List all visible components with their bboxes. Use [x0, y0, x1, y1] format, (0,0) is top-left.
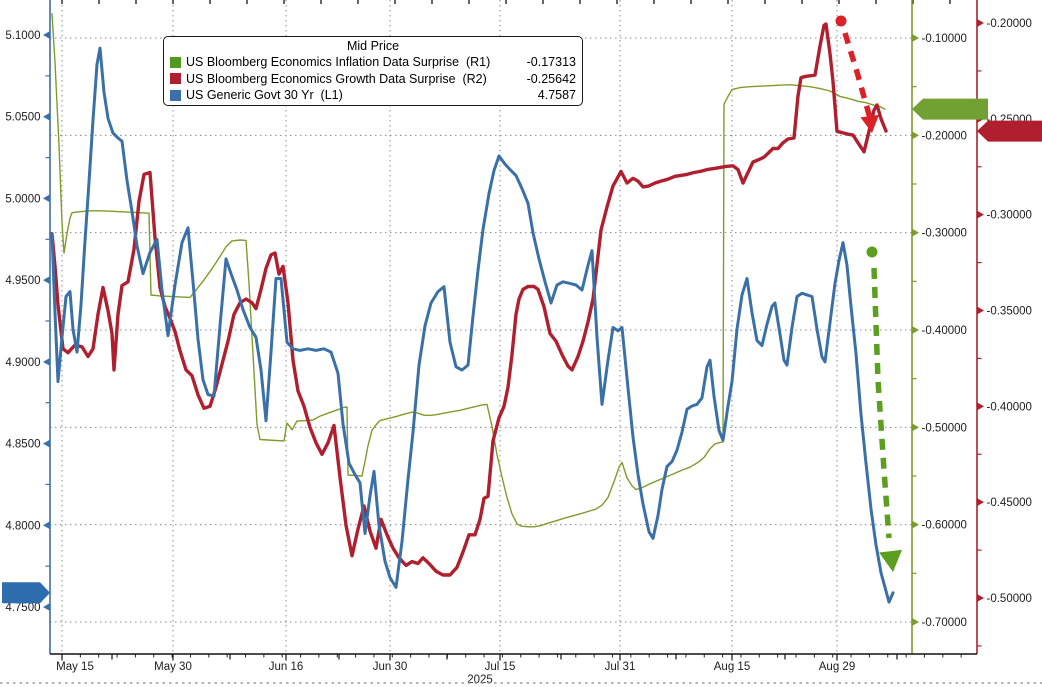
r2-tick-arrow: [977, 19, 984, 27]
series-line-r1: [51, 13, 886, 528]
l1-tick-label: 4.9000: [5, 357, 40, 369]
x-axis-date-label: Jun 16: [269, 661, 304, 673]
legend-value: 4.7587: [537, 88, 576, 102]
growth-series-swatch-icon: [170, 73, 181, 85]
r1-tick-arrow: [912, 423, 919, 432]
r1-tick-label: -0.10000: [922, 33, 967, 45]
legend-label: US Bloomberg Economics Inflation Data Su…: [186, 55, 491, 69]
r1-tick-arrow: [912, 34, 919, 42]
inflation-drop-arrow-head-icon: [879, 549, 903, 572]
l1-tick-arrow: [43, 603, 50, 612]
inflation-drop-arrow-dot: [866, 246, 878, 258]
l1-tick-label: 4.7500: [5, 602, 40, 614]
legend-label: US Generic Govt 30 Yr (L1): [186, 88, 343, 102]
x-axis-date-label: Jul 31: [605, 661, 636, 673]
r1-tick-arrow: [912, 325, 919, 334]
series-line-l1: [50, 46, 895, 604]
l1-tick-label: 5.0000: [5, 193, 40, 205]
x-axis-date-label: Jun 30: [373, 661, 408, 673]
l1-tick-arrow: [43, 521, 50, 530]
r2-tick-arrow: [977, 210, 984, 219]
l1-tick-arrow: [43, 194, 50, 203]
r2-tick-label: -0.40000: [987, 401, 1032, 413]
growth-drop-arrow-head-icon: [860, 114, 880, 133]
legend-item-30yr: US Generic Govt 30 Yr (L1) 4.7587: [170, 87, 576, 104]
x-axis-date-label: Aug 15: [714, 661, 750, 673]
r1-tick-arrow: [912, 131, 919, 140]
r1-tick-arrow: [912, 228, 919, 237]
inflation-series-swatch-icon: [170, 56, 181, 68]
r1-tick-label: -0.60000: [922, 520, 967, 532]
r2-tick-arrow: [977, 402, 984, 411]
l1-tick-label: 4.8500: [5, 439, 40, 451]
growth-drop-arrow-dot: [835, 15, 847, 27]
growth-drop-arrow: [842, 32, 873, 119]
r1-tick-label: -0.40000: [922, 325, 967, 337]
r2-tick-arrow: [977, 594, 984, 603]
r1-tick-label: -0.30000: [922, 228, 967, 240]
r2-tick-label: -0.50000: [987, 593, 1032, 605]
l1-tick-label: 5.1000: [5, 30, 40, 42]
r1-tick-label: -0.70000: [922, 617, 967, 629]
r1-tick-arrow: [912, 617, 919, 626]
l1-tick-label: 4.9500: [5, 275, 40, 287]
inflation-drop-arrow: [871, 267, 892, 539]
r1-tick-arrow: [912, 520, 919, 529]
r2-tick-label: -0.45000: [987, 497, 1032, 509]
chart-legend: Mid Price US Bloomberg Economics Inflati…: [163, 36, 583, 106]
r2-tick-label: -0.20000: [987, 18, 1032, 30]
x-axis-year-label: 2025: [467, 674, 493, 686]
legend-value: -0.17313: [526, 55, 576, 69]
l1-tick-label: 4.8000: [5, 520, 40, 532]
l1-tick-label: 5.0500: [5, 112, 40, 124]
x-axis-date-label: Aug 29: [819, 661, 855, 673]
last-value-badge-inflation: [912, 98, 988, 120]
l1-tick-arrow: [43, 357, 50, 366]
legend-label: US Bloomberg Economics Growth Data Surpr…: [186, 71, 487, 86]
l1-tick-arrow: [43, 112, 50, 121]
legend-value: -0.25642: [526, 71, 576, 86]
r2-tick-arrow: [977, 306, 984, 315]
l1-tick-arrow: [43, 31, 50, 39]
legend-title: Mid Price: [346, 39, 400, 53]
last-value-badge-growth: [977, 120, 1042, 142]
r2-tick-arrow: [977, 498, 984, 507]
r1-tick-label: -0.20000: [922, 130, 967, 142]
legend-item-growth: US Bloomberg Economics Growth Data Surpr…: [170, 71, 576, 88]
govt-30yr-series-swatch-icon: [170, 89, 181, 101]
l1-tick-arrow: [43, 439, 50, 448]
r1-tick-label: -0.50000: [922, 422, 967, 434]
last-value-badge-30yr: [2, 582, 50, 604]
l1-tick-arrow: [43, 276, 50, 285]
x-axis-date-label: May 30: [154, 661, 192, 673]
r2-tick-label: -0.35000: [987, 306, 1032, 318]
x-axis-date-label: Jul 15: [485, 661, 516, 673]
x-axis-date-label: May 15: [56, 661, 94, 673]
legend-item-inflation: US Bloomberg Economics Inflation Data Su…: [170, 54, 576, 71]
r2-tick-label: -0.30000: [987, 210, 1032, 222]
series-line-r2: [50, 22, 888, 577]
